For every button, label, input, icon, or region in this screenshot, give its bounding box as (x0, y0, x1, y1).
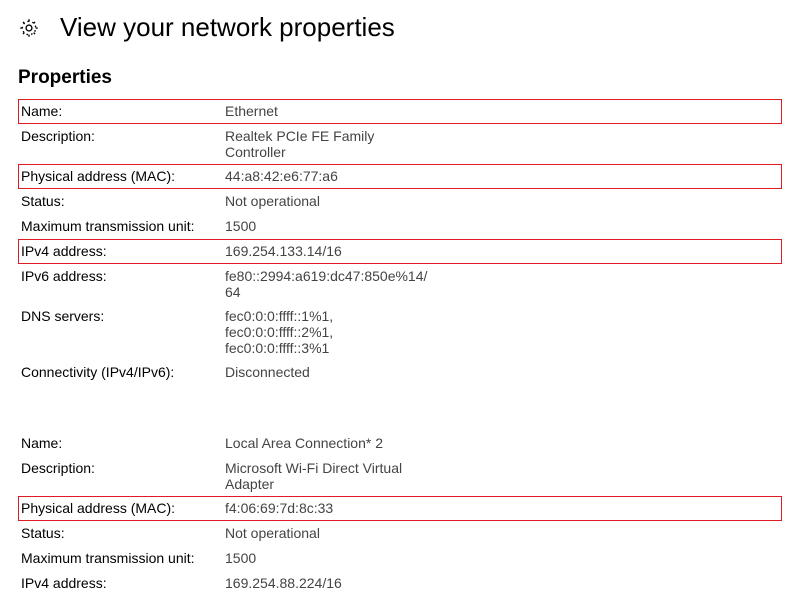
property-value: Realtek PCIe FE Family Controller (223, 127, 433, 161)
property-row-ipv4: IPv4 address: 169.254.133.14/16 (18, 239, 782, 264)
property-label: Status: (19, 524, 223, 542)
property-label: Maximum transmission unit: (19, 217, 223, 235)
property-row-dns: DNS servers: fec0:0:0:ffff::1%1, fec0:0:… (18, 304, 782, 360)
property-row-status: Status: Not operational (18, 189, 782, 214)
property-row-status: Status: Not operational (18, 521, 782, 546)
property-value: Disconnected (223, 363, 433, 381)
property-row-description: Description: Realtek PCIe FE Family Cont… (18, 124, 782, 164)
property-row-name: Name: Local Area Connection* 2 (18, 431, 782, 456)
property-value: fec0:0:0:ffff::1%1, fec0:0:0:ffff::2%1, … (223, 307, 433, 357)
property-value: Not operational (223, 524, 433, 542)
property-value: 169.254.133.14/16 (223, 242, 433, 260)
property-row-mtu: Maximum transmission unit: 1500 (18, 546, 782, 571)
property-label: IPv6 address: (19, 267, 223, 285)
property-label: Name: (19, 434, 223, 452)
property-value: Microsoft Wi-Fi Direct Virtual Adapter (223, 459, 433, 493)
property-label: Description: (19, 459, 223, 477)
section-title: Properties (0, 61, 800, 99)
property-value: 1500 (223, 549, 433, 567)
adapter-separator (18, 385, 782, 431)
property-label: Physical address (MAC): (19, 167, 223, 185)
property-value: f4:06:69:7d:8c:33 (223, 499, 433, 517)
property-value: 169.254.88.224/16 (223, 574, 433, 592)
property-value: Local Area Connection* 2 (223, 434, 433, 452)
property-value: fe80::2994:a619:dc47:850e%14/64 (223, 267, 433, 301)
gear-icon (18, 17, 40, 39)
property-row-description: Description: Microsoft Wi-Fi Direct Virt… (18, 456, 782, 496)
property-label: Description: (19, 127, 223, 145)
property-label: Physical address (MAC): (19, 499, 223, 517)
property-label: DNS servers: (19, 307, 223, 325)
property-label: Maximum transmission unit: (19, 549, 223, 567)
properties-list: Name: Ethernet Description: Realtek PCIe… (0, 99, 800, 596)
page-header: View your network properties (0, 0, 800, 61)
property-value: 1500 (223, 217, 433, 235)
property-label: Status: (19, 192, 223, 210)
page-title: View your network properties (60, 12, 395, 43)
property-label: IPv4 address: (19, 574, 223, 592)
property-label: Connectivity (IPv4/IPv6): (19, 363, 223, 381)
property-row-connectivity: Connectivity (IPv4/IPv6): Disconnected (18, 360, 782, 385)
property-value: 44:a8:42:e6:77:a6 (223, 167, 433, 185)
property-row-ipv6: IPv6 address: fe80::2994:a619:dc47:850e%… (18, 264, 782, 304)
property-value: Not operational (223, 192, 433, 210)
property-row-mac: Physical address (MAC): f4:06:69:7d:8c:3… (18, 496, 782, 521)
property-row-ipv4: IPv4 address: 169.254.88.224/16 (18, 571, 782, 596)
property-row-name: Name: Ethernet (18, 99, 782, 124)
property-label: Name: (19, 102, 223, 120)
property-label: IPv4 address: (19, 242, 223, 260)
property-row-mac: Physical address (MAC): 44:a8:42:e6:77:a… (18, 164, 782, 189)
property-value: Ethernet (223, 102, 433, 120)
property-row-mtu: Maximum transmission unit: 1500 (18, 214, 782, 239)
